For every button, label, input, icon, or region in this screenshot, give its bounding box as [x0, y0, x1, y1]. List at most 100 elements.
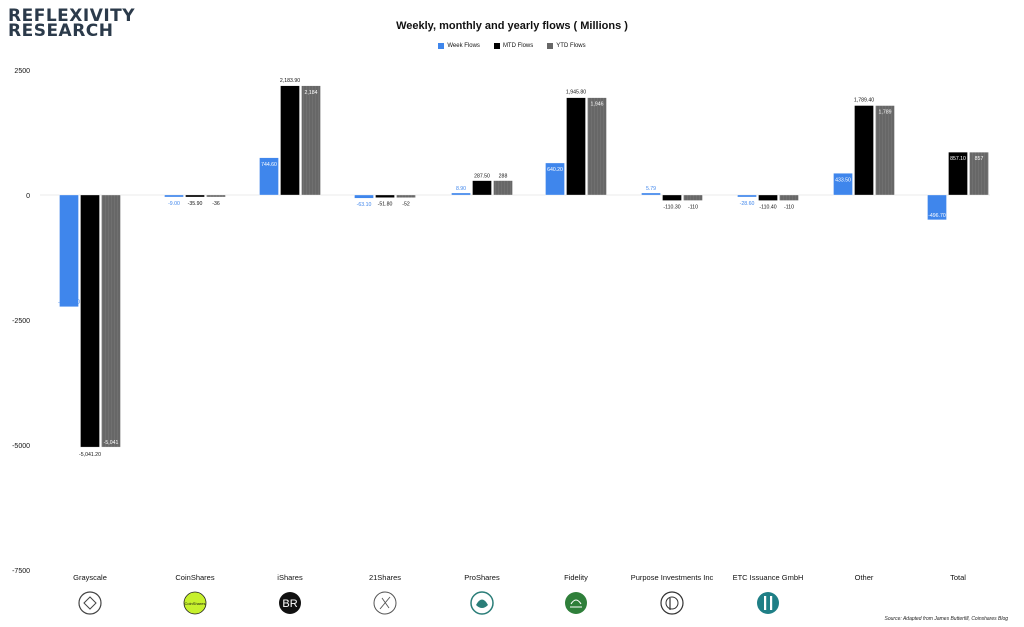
data-label-week-flows: -9.00: [168, 201, 180, 207]
brand-logo: REFLEXIVITY RESEARCH: [8, 6, 158, 41]
data-label-mtd-flows: -51.80: [378, 202, 393, 208]
fidelity-logo-mark: [570, 599, 582, 608]
data-label-mtd-flows: -110.40: [759, 205, 776, 211]
data-label-week-flows: 8.90: [456, 186, 466, 192]
bar-mtd-flows: [472, 180, 492, 196]
purpose-logo-ring: [665, 596, 679, 610]
x-tick-label: Other: [855, 573, 874, 582]
legend-label-week: Week Flows: [447, 43, 480, 49]
y-tick-label: -2500: [12, 318, 30, 325]
proshares-logo-mark: [476, 599, 488, 608]
bar-week-flows: [833, 173, 853, 196]
bar-mtd-flows: [185, 194, 205, 198]
bar-mtd-flows: [80, 194, 100, 448]
legend-swatch-week: [438, 43, 445, 49]
chart-legend: Week Flows MTD Flows YTD Flows: [0, 43, 1024, 49]
bar-week-flows: [354, 194, 374, 199]
data-label-mtd-flows: 287.50: [474, 174, 490, 180]
data-label-mtd-flows: -5,041.20: [79, 452, 101, 458]
legend-swatch-ytd: [547, 43, 554, 49]
data-label-ytd-flows: 1,946: [591, 102, 604, 108]
grayscale-logo-mark: [83, 596, 97, 610]
x-tick-label: Purpose Investments Inc: [631, 573, 714, 582]
grayscale-logo-icon: [78, 591, 102, 615]
data-label-mtd-flows: 857.10: [950, 156, 966, 162]
data-label-mtd-flows: 2,183.90: [280, 78, 300, 84]
data-label-week-flows: 433.50: [835, 177, 851, 183]
bar-week-flows: [164, 194, 184, 198]
legend-label-mtd: MTD Flows: [502, 43, 534, 49]
data-label-ytd-flows: 288: [499, 174, 508, 180]
bar-mtd-flows: [662, 194, 682, 201]
y-tick-label: -5000: [12, 443, 30, 450]
y-tick-label: -7500: [12, 568, 30, 575]
bar-mtd-flows: [566, 97, 586, 196]
bar-week-flows: [737, 194, 757, 198]
data-label-ytd-flows: 2,184: [305, 90, 318, 96]
bar-ytd-flows: [206, 194, 226, 198]
21shares-logo-mark: [379, 596, 391, 610]
bar-ytd-flows: [587, 97, 607, 196]
data-label-ytd-flows: -5,041: [104, 440, 119, 446]
data-label-mtd-flows: -110.30: [663, 205, 680, 211]
legend-item-week: Week Flows: [438, 43, 480, 49]
fidelity-logo-icon: [565, 592, 587, 614]
coinshares-logo-icon: [183, 591, 207, 615]
bar-ytd-flows: [779, 194, 799, 201]
x-tick-label: ProShares: [464, 573, 500, 582]
y-tick-label: 0: [26, 193, 30, 200]
legend-label-ytd: YTD Flows: [556, 43, 586, 49]
x-tick-label: 21Shares: [369, 573, 401, 582]
bar-ytd-flows: [493, 180, 513, 196]
etc-issuance-logo-icon: [757, 592, 779, 614]
data-label-mtd-flows: -35.90: [188, 201, 203, 207]
bar-ytd-flows: [301, 85, 321, 196]
data-label-ytd-flows: -110: [784, 205, 794, 211]
data-label-ytd-flows: -52: [402, 202, 410, 208]
data-label-week-flows: 744.60: [261, 162, 277, 168]
bar-ytd-flows: [969, 151, 989, 196]
data-label-week-flows: -496.70: [928, 213, 946, 219]
bar-mtd-flows: [375, 194, 395, 198]
x-tick-label: ETC Issuance GmbH: [733, 573, 804, 582]
x-tick-label: Fidelity: [564, 573, 588, 582]
etc-issuance-logo-bar-right: [770, 596, 773, 610]
legend-item-ytd: YTD Flows: [547, 43, 586, 49]
ishares-logo-text: BR: [282, 598, 297, 610]
x-tick-label: CoinShares: [175, 573, 214, 582]
x-tick-label: Grayscale: [73, 573, 107, 582]
data-label-ytd-flows: 1,789: [879, 110, 892, 116]
bar-mtd-flows: [280, 85, 300, 196]
bar-ytd-flows: [875, 105, 895, 196]
brand-line-2: RESEARCH: [8, 21, 114, 41]
bar-week-flows: [927, 194, 947, 220]
data-label-week-flows: -2,234.30: [58, 300, 80, 306]
source-note: Source: Adapted from James Butterfill, C…: [884, 616, 1008, 622]
data-label-ytd-flows: -110: [688, 205, 698, 211]
bar-mtd-flows: [854, 105, 874, 196]
bar-ytd-flows: [396, 194, 416, 198]
x-tick-label: iShares: [277, 573, 303, 582]
coinshares-logo-text: CoinShares: [185, 601, 206, 606]
etc-issuance-logo-bar-left: [764, 596, 767, 610]
bar-week-flows: [451, 192, 471, 196]
data-label-week-flows: 640.20: [547, 167, 563, 173]
legend-item-mtd: MTD Flows: [493, 43, 534, 49]
bar-ytd-flows: [683, 194, 703, 201]
bar-mtd-flows: [758, 194, 778, 201]
bar-week-flows: [259, 157, 279, 196]
bar-ytd-flows: [101, 194, 121, 448]
data-label-week-flows: -28.60: [740, 201, 755, 207]
bar-week-flows: [641, 192, 661, 196]
ishares-logo-icon: [279, 592, 301, 614]
data-label-ytd-flows: 857: [975, 156, 984, 162]
data-label-week-flows: -63.10: [357, 202, 372, 208]
data-label-mtd-flows: 1,789.40: [854, 98, 874, 104]
bar-week-flows: [59, 194, 79, 307]
purpose-logo-icon: [660, 591, 684, 615]
chart-title: Weekly, monthly and yearly flows ( Milli…: [396, 20, 628, 32]
legend-swatch-mtd: [493, 43, 500, 49]
brand-line-1: REFLEXIVITY: [8, 6, 136, 26]
bar-mtd-flows: [948, 151, 968, 196]
